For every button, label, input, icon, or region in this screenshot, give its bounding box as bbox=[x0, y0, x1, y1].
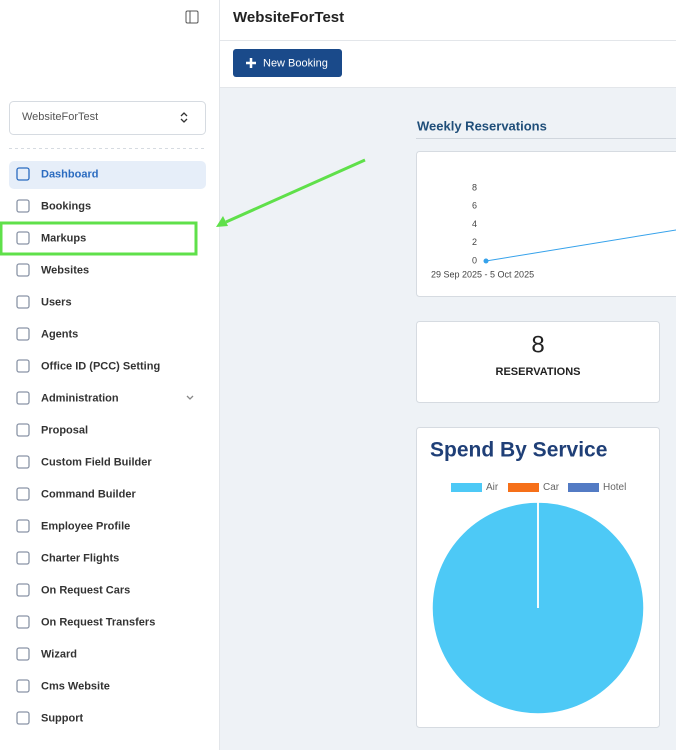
menu-item[interactable]: Employee Profile bbox=[41, 520, 130, 532]
legend-label: Air bbox=[486, 482, 499, 493]
menu-item[interactable]: Command Builder bbox=[41, 488, 136, 500]
y-tick-label: 8 bbox=[472, 182, 477, 192]
menu-icon bbox=[16, 583, 30, 597]
menu-icon bbox=[16, 167, 30, 181]
menu-icon bbox=[16, 455, 30, 469]
menu-item[interactable]: Cms Website bbox=[41, 680, 110, 692]
menu-icon bbox=[16, 615, 30, 629]
menu-item[interactable]: Dashboard bbox=[41, 168, 98, 180]
menu-item[interactable]: Websites bbox=[41, 264, 89, 276]
select-arrows bbox=[180, 112, 188, 123]
stat-label: RESERVATIONS bbox=[496, 366, 581, 378]
menu-icon bbox=[16, 231, 30, 245]
section-title: Weekly Reservations bbox=[417, 118, 547, 133]
menu-item[interactable]: On Request Cars bbox=[41, 584, 130, 596]
new-booking-button[interactable] bbox=[233, 49, 342, 77]
legend-label: Hotel bbox=[603, 482, 626, 493]
site-select[interactable] bbox=[9, 101, 206, 135]
site-select-text: WebsiteForTest bbox=[22, 111, 98, 123]
legend-swatch bbox=[451, 483, 482, 492]
menu-icon bbox=[16, 263, 30, 277]
y-tick-label: 2 bbox=[472, 237, 477, 247]
menu-icon bbox=[16, 199, 30, 213]
menu-active-bg bbox=[9, 161, 206, 189]
menu-item[interactable]: Proposal bbox=[41, 424, 88, 436]
pie-title: Spend By Service bbox=[430, 439, 607, 462]
menu-icon bbox=[16, 647, 30, 661]
menu-item[interactable]: Support bbox=[41, 712, 83, 724]
series-line bbox=[485, 229, 676, 262]
menu-icon bbox=[16, 359, 30, 373]
menu-item[interactable]: Wizard bbox=[41, 648, 77, 660]
menu-item[interactable]: Agents bbox=[41, 328, 78, 340]
sidebar-toggle[interactable] bbox=[185, 10, 199, 24]
highlight-box bbox=[0, 221, 198, 256]
menu-icon bbox=[16, 679, 30, 693]
page-title: WebsiteForTest bbox=[233, 9, 344, 26]
chevron bbox=[186, 395, 194, 400]
point bbox=[483, 258, 489, 264]
menu-icon bbox=[16, 423, 30, 437]
weekly-card bbox=[416, 151, 676, 297]
menu-item[interactable]: On Request Transfers bbox=[41, 616, 155, 628]
menu-item[interactable]: Charter Flights bbox=[41, 552, 119, 564]
menu-item[interactable]: Custom Field Builder bbox=[41, 456, 152, 468]
menu-icon bbox=[16, 391, 30, 405]
annotation-arrow bbox=[216, 158, 366, 227]
menu-item[interactable]: Bookings bbox=[41, 200, 91, 212]
menu-icon bbox=[16, 295, 30, 309]
stat-value: 8 bbox=[531, 331, 544, 358]
stat-card bbox=[416, 321, 660, 403]
menu-icon bbox=[16, 711, 30, 725]
menu-icon bbox=[16, 327, 30, 341]
legend-swatch bbox=[568, 483, 599, 492]
y-tick-label: 6 bbox=[472, 201, 477, 211]
menu-item[interactable]: Users bbox=[41, 296, 72, 308]
menu-icon bbox=[16, 487, 30, 501]
menu-item[interactable]: Administration bbox=[41, 392, 119, 404]
y-tick-label: 0 bbox=[472, 255, 477, 265]
menu-item[interactable]: Office ID (PCC) Setting bbox=[41, 360, 160, 372]
menu-item[interactable]: Markups bbox=[41, 232, 86, 244]
legend-label: Car bbox=[543, 482, 560, 493]
plus-icon bbox=[246, 58, 256, 68]
y-tick-label: 4 bbox=[472, 219, 477, 229]
button-label: New Booking bbox=[263, 57, 328, 69]
menu-icon bbox=[16, 519, 30, 533]
menu-icon bbox=[16, 551, 30, 565]
legend-swatch bbox=[508, 483, 539, 492]
x-tick-label: 29 Sep 2025 - 5 Oct 2025 bbox=[431, 269, 534, 279]
